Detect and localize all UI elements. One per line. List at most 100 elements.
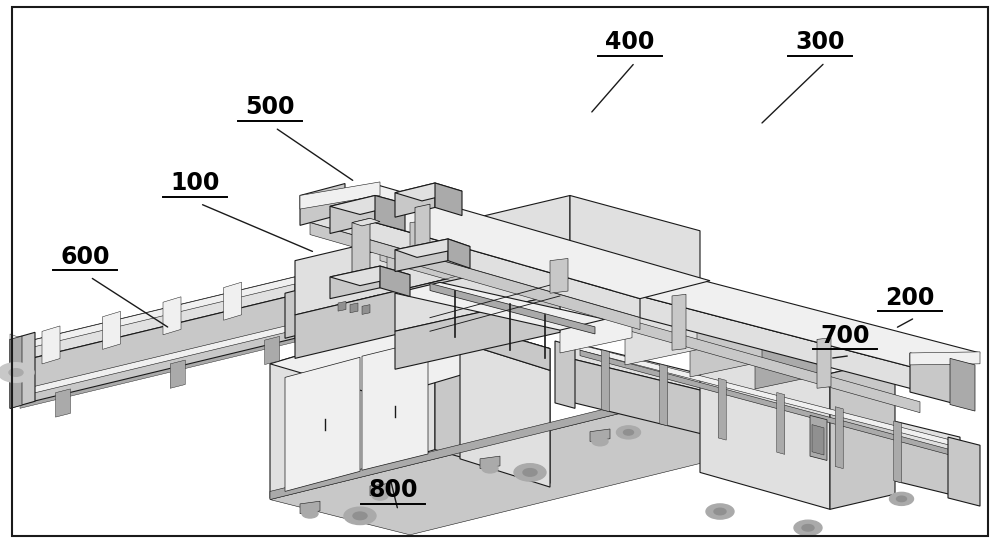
Polygon shape <box>560 289 632 353</box>
Polygon shape <box>42 326 60 364</box>
Text: 300: 300 <box>795 30 845 54</box>
Circle shape <box>706 504 734 519</box>
Polygon shape <box>285 286 315 338</box>
Polygon shape <box>310 186 710 299</box>
Polygon shape <box>20 277 295 350</box>
Circle shape <box>624 430 634 435</box>
Polygon shape <box>370 483 390 496</box>
Circle shape <box>714 508 726 515</box>
Polygon shape <box>672 294 686 350</box>
Polygon shape <box>352 218 370 277</box>
Text: 600: 600 <box>60 245 110 269</box>
Polygon shape <box>10 334 20 343</box>
Text: 200: 200 <box>885 286 935 310</box>
Polygon shape <box>310 204 640 318</box>
Circle shape <box>482 464 498 473</box>
Polygon shape <box>910 353 960 405</box>
Polygon shape <box>163 297 181 335</box>
Polygon shape <box>777 393 785 454</box>
Polygon shape <box>415 204 430 250</box>
Polygon shape <box>20 277 295 361</box>
Polygon shape <box>460 342 550 487</box>
Polygon shape <box>435 315 550 370</box>
Circle shape <box>896 496 906 502</box>
Polygon shape <box>270 315 550 397</box>
Polygon shape <box>330 195 375 233</box>
Polygon shape <box>395 294 560 369</box>
Polygon shape <box>330 195 405 214</box>
Polygon shape <box>570 342 960 453</box>
Polygon shape <box>570 358 960 497</box>
Polygon shape <box>395 183 462 201</box>
Polygon shape <box>570 250 700 329</box>
Polygon shape <box>817 338 831 388</box>
Polygon shape <box>170 360 185 388</box>
Text: 500: 500 <box>245 96 295 119</box>
Polygon shape <box>224 282 242 320</box>
Polygon shape <box>690 318 780 333</box>
Polygon shape <box>435 183 462 216</box>
Polygon shape <box>362 340 428 470</box>
Polygon shape <box>700 321 895 374</box>
Circle shape <box>523 469 537 476</box>
Polygon shape <box>295 195 570 315</box>
Polygon shape <box>300 501 320 514</box>
Polygon shape <box>395 239 448 272</box>
Polygon shape <box>370 194 440 222</box>
Polygon shape <box>625 304 697 365</box>
Circle shape <box>0 363 34 382</box>
Polygon shape <box>948 437 980 506</box>
Polygon shape <box>270 394 840 535</box>
Polygon shape <box>352 218 380 226</box>
Polygon shape <box>625 304 715 319</box>
Polygon shape <box>755 333 827 389</box>
Polygon shape <box>395 256 560 331</box>
Polygon shape <box>480 456 500 469</box>
Polygon shape <box>20 337 295 408</box>
Polygon shape <box>755 333 845 348</box>
Polygon shape <box>310 223 640 330</box>
Polygon shape <box>570 195 700 285</box>
Circle shape <box>372 491 388 500</box>
Polygon shape <box>910 352 980 365</box>
Polygon shape <box>560 289 650 304</box>
Polygon shape <box>20 324 295 396</box>
Text: 100: 100 <box>170 172 220 195</box>
Polygon shape <box>395 183 435 217</box>
Polygon shape <box>350 303 358 313</box>
Polygon shape <box>270 315 435 498</box>
Polygon shape <box>103 311 121 349</box>
Polygon shape <box>601 350 609 412</box>
Polygon shape <box>380 266 410 296</box>
Polygon shape <box>700 337 830 509</box>
Polygon shape <box>660 364 668 426</box>
Polygon shape <box>550 258 568 293</box>
Polygon shape <box>56 389 70 417</box>
Polygon shape <box>285 357 360 491</box>
Polygon shape <box>387 216 401 277</box>
Circle shape <box>9 369 23 376</box>
Polygon shape <box>950 358 975 411</box>
Polygon shape <box>580 345 950 445</box>
Polygon shape <box>380 250 920 413</box>
Polygon shape <box>430 283 595 334</box>
Circle shape <box>890 493 914 506</box>
Circle shape <box>514 464 546 481</box>
Polygon shape <box>718 378 726 440</box>
Circle shape <box>344 507 376 525</box>
Polygon shape <box>330 266 410 286</box>
Circle shape <box>794 520 822 535</box>
Polygon shape <box>690 318 762 377</box>
Polygon shape <box>20 295 295 405</box>
Polygon shape <box>448 239 470 268</box>
Circle shape <box>353 512 367 520</box>
Polygon shape <box>894 421 902 483</box>
Polygon shape <box>375 195 405 231</box>
Polygon shape <box>435 315 550 483</box>
Polygon shape <box>300 182 380 209</box>
Polygon shape <box>338 301 346 311</box>
Circle shape <box>616 426 640 439</box>
Polygon shape <box>370 195 420 252</box>
Polygon shape <box>10 336 22 408</box>
Polygon shape <box>835 407 843 469</box>
